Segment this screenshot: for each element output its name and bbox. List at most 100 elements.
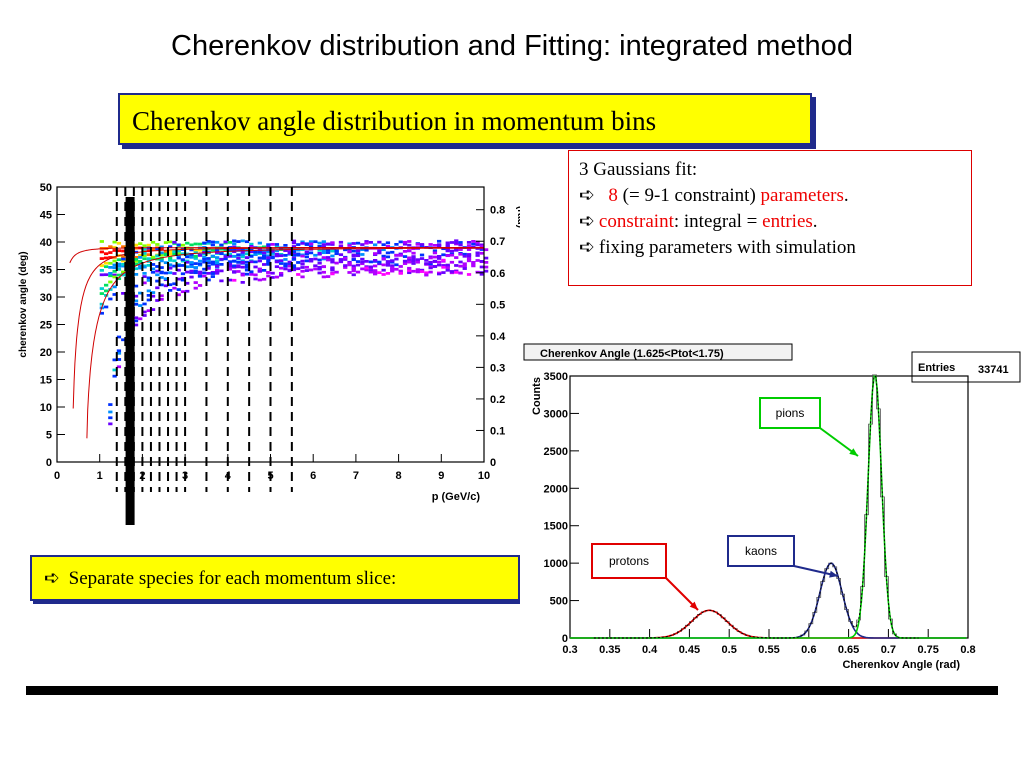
heatmap-cell	[262, 251, 267, 255]
heatmap-cell	[133, 258, 139, 261]
slice-note-box: ➪ Separate species for each momentum sli…	[30, 555, 520, 601]
heatmap-cell	[172, 286, 177, 290]
heatmap-cell	[176, 293, 181, 297]
heatmap-cell	[368, 265, 373, 269]
heatmap-cell	[142, 265, 147, 269]
heatmap-cell	[283, 254, 288, 257]
heatmap-cell	[197, 259, 203, 263]
heatmap-cell	[484, 256, 489, 260]
heatmap-cell	[262, 245, 267, 249]
heatmap-cell	[193, 271, 198, 275]
heatmap-cell	[419, 243, 425, 246]
heatmap-cell	[232, 239, 237, 243]
heatmap-cell	[257, 267, 262, 271]
heatmap-cell	[454, 239, 459, 243]
heatmap-cell	[227, 262, 233, 266]
heatmap-cell	[449, 270, 455, 273]
heatmap-cell	[176, 243, 181, 247]
heatmap-cell	[163, 253, 169, 257]
heatmap-cell	[108, 261, 113, 265]
heatmap-cell	[394, 253, 399, 257]
y-tick-label: 25	[40, 320, 52, 332]
heatmap-cell	[180, 258, 186, 262]
heatmap-cell	[266, 259, 271, 262]
y-tick-label: 15	[40, 375, 52, 387]
heatmap-cell	[287, 262, 292, 266]
y-tick-label: 3500	[544, 371, 568, 383]
heatmap-cell	[108, 256, 113, 259]
heatmap-cell	[189, 275, 194, 279]
heatmap-cell	[287, 250, 292, 254]
heatmap-cell	[210, 260, 215, 264]
heatmap-cell	[163, 241, 169, 244]
heatmap-cell	[206, 278, 211, 282]
heatmap-cell	[402, 259, 408, 263]
heatmap-cell	[99, 250, 104, 254]
heatmap-cell	[479, 251, 484, 255]
heatmap-cell	[257, 270, 262, 273]
heatmap-cell	[304, 252, 309, 256]
heatmap-cell	[398, 265, 403, 268]
heatmap-cell	[176, 252, 181, 256]
heatmap-cell	[441, 264, 446, 267]
heatmap-cell	[99, 257, 104, 260]
subtitle-box: Cherenkov angle distribution in momentum…	[118, 93, 812, 145]
heatmap-cell	[121, 259, 126, 263]
heatmap-cell	[381, 257, 386, 260]
heatmap-cell	[180, 243, 186, 247]
heatmap-cell	[168, 289, 173, 292]
heatmap-cell	[210, 275, 215, 278]
heatmap-bins	[99, 239, 489, 426]
heatmap-cell	[257, 278, 262, 282]
heatmap-cell	[274, 249, 280, 253]
heatmap-cell	[317, 252, 322, 255]
heatmap-cell	[189, 248, 194, 252]
heatmap-cell	[112, 358, 117, 362]
heatmap-cell	[402, 262, 408, 265]
heatmap-cell	[240, 281, 245, 284]
heatmap-cell	[155, 254, 160, 258]
heatmap-cell	[308, 245, 314, 249]
heatmap-cell	[262, 253, 267, 256]
heatmap-cell	[168, 256, 173, 260]
heatmap-cell	[219, 247, 224, 251]
heatmap-cell	[475, 259, 480, 262]
heatmap-cell	[364, 266, 369, 270]
heatmap-cell	[112, 266, 117, 270]
heatmap-cell	[185, 270, 190, 274]
heatmap-cell	[394, 243, 399, 246]
heatmap-cell	[121, 273, 126, 277]
heatmap-cell	[116, 258, 122, 262]
heatmap-cell	[197, 270, 203, 274]
heatmap-cell	[471, 264, 476, 268]
heatmap-cell	[347, 271, 352, 274]
heatmap-cell	[142, 275, 147, 278]
heatmap-cell	[236, 253, 241, 257]
heatmap-cell	[249, 270, 254, 274]
heatmap-cell	[402, 242, 408, 246]
heatmap-cell	[308, 242, 314, 246]
heatmap-cell	[236, 261, 241, 264]
momentum-angle-heatmap: 0123456789100510152025303540455000.10.20…	[18, 182, 520, 525]
heatmap-cell	[283, 267, 288, 271]
heatmap-cell	[108, 272, 113, 275]
heatmap-cell	[377, 240, 382, 244]
heatmap-cell	[116, 262, 122, 266]
heatmap-cell	[253, 253, 258, 256]
heatmap-cell	[146, 253, 151, 257]
heatmap-cell	[232, 278, 237, 282]
x-tick-label: 10	[478, 470, 490, 482]
heatmap-cell	[360, 253, 365, 256]
heatmap-cell	[104, 256, 109, 260]
x-tick-label: 0.55	[758, 644, 779, 656]
heatmap-cell	[150, 308, 156, 311]
heatmap-cell	[244, 240, 250, 244]
heatmap-cell	[351, 258, 356, 262]
heatmap-cell	[112, 285, 117, 289]
heatmap-cell	[180, 290, 186, 294]
protons-label: protons	[609, 554, 649, 568]
entries-word: entries	[762, 211, 813, 232]
heatmap-cell	[253, 273, 258, 277]
heatmap-cell	[99, 311, 104, 315]
protons-label-box	[591, 543, 667, 579]
